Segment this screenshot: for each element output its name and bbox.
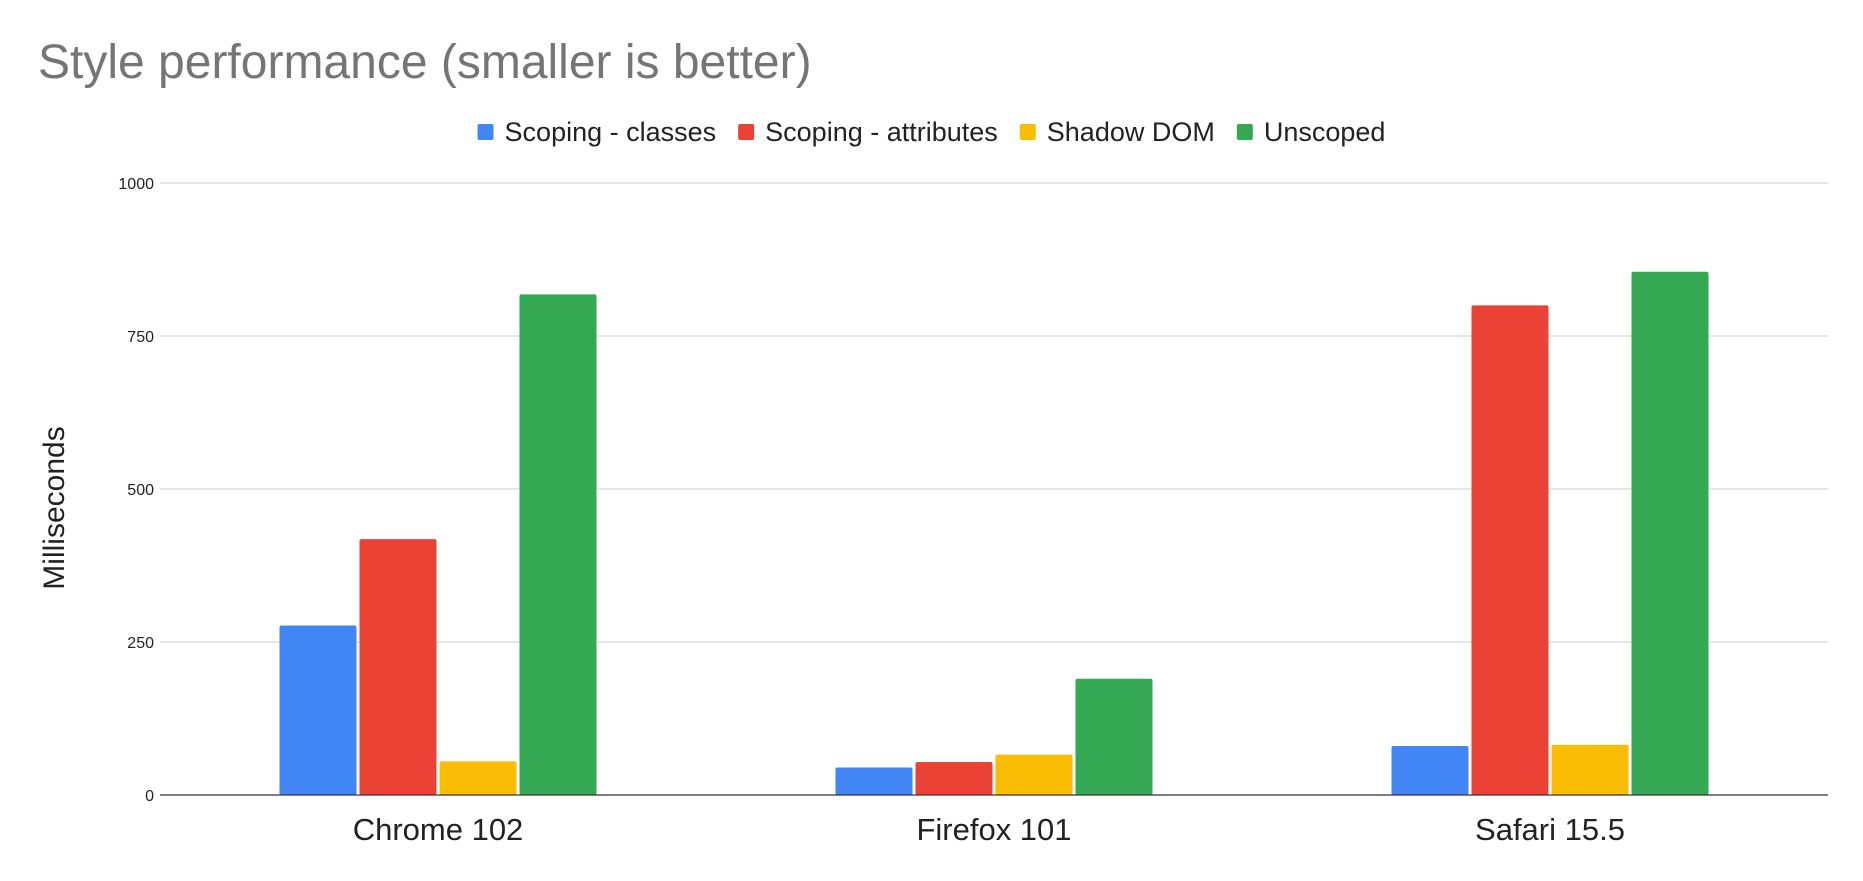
y-tick-label: 750 [127, 329, 154, 346]
legend-label: Scoping - attributes [765, 117, 998, 147]
y-axis-ticks: 0 250 500 750 1000 [118, 176, 154, 805]
bar-scoping-attributes-safari-15-5 [1471, 305, 1549, 795]
y-tick-label: 0 [145, 788, 154, 805]
legend-label: Unscoped [1264, 117, 1386, 147]
legend-item: Unscoped [1236, 117, 1386, 147]
grid [160, 182, 1828, 643]
y-tick-label: 250 [127, 635, 154, 652]
bar-shadow-dom-chrome-102 [439, 761, 517, 795]
bar-unscoped-safari-15-5 [1631, 271, 1709, 795]
legend-swatch [1236, 124, 1253, 140]
bar-unscoped-firefox-101 [1075, 678, 1153, 795]
x-tick-label: Safari 15.5 [1475, 812, 1625, 847]
legend-swatch [738, 124, 755, 140]
y-tick-label: 1000 [118, 176, 154, 193]
legend-item: Scoping - attributes [738, 117, 998, 147]
bar-scoping-classes-chrome-102 [279, 625, 357, 795]
legend: Scoping - classes Scoping - attributes Sha… [477, 117, 1386, 147]
legend-item: Shadow DOM [1019, 117, 1215, 147]
bar-scoping-attributes-firefox-101 [915, 761, 993, 795]
legend-item: Scoping - classes [477, 117, 717, 147]
bar-scoping-classes-firefox-101 [835, 767, 913, 795]
bar-scoping-classes-safari-15-5 [1391, 746, 1469, 795]
bar-shadow-dom-firefox-101 [995, 754, 1073, 795]
x-axis-ticks: Chrome 102 Firefox 101 Safari 15.5 [353, 812, 1625, 847]
bar-scoping-attributes-chrome-102 [359, 539, 437, 795]
x-tick-label: Firefox 101 [916, 812, 1071, 847]
legend-label: Scoping - classes [505, 117, 717, 147]
legend-label: Shadow DOM [1047, 117, 1215, 147]
legend-swatch [477, 124, 494, 140]
bars [279, 271, 1709, 795]
legend-swatch [1019, 124, 1036, 140]
chart-title: Style performance (smaller is better) [38, 36, 812, 89]
y-axis-label: Milliseconds [38, 426, 71, 589]
bar-shadow-dom-safari-15-5 [1551, 744, 1629, 795]
bar-unscoped-chrome-102 [519, 294, 597, 795]
y-tick-label: 500 [127, 482, 154, 499]
x-tick-label: Chrome 102 [353, 812, 524, 847]
